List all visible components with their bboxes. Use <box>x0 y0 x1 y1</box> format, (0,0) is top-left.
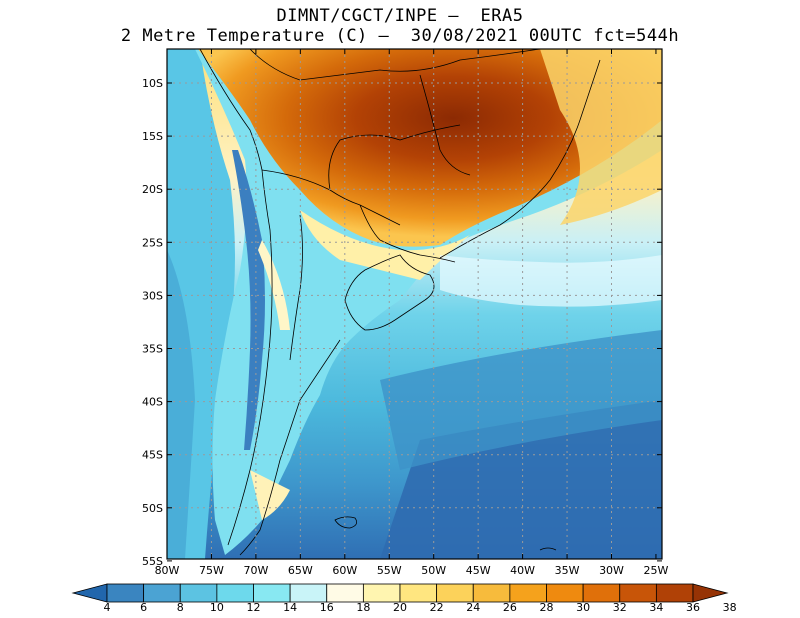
lat-label-30S: 30S <box>142 289 163 302</box>
warm-region <box>198 49 662 247</box>
colorbar-label-22: 22 <box>430 601 444 614</box>
colorbar-swatch <box>289 583 328 603</box>
colorbar-label-14: 14 <box>283 601 297 614</box>
colorbar-swatch <box>619 583 657 603</box>
lon-label-25W: 25W <box>644 564 669 577</box>
lon-label-55W: 55W <box>377 564 402 577</box>
colorbar-swatch <box>143 583 181 603</box>
colorbar-swatch <box>472 583 511 603</box>
colorbar-label-8: 8 <box>177 601 184 614</box>
colorbar-label-4: 4 <box>104 601 111 614</box>
colorbar-label-20: 20 <box>393 601 407 614</box>
lat-label-10S: 10S <box>142 77 163 90</box>
colorbar-label-30: 30 <box>576 601 590 614</box>
colorbar-label-36: 36 <box>686 601 700 614</box>
lon-label-80W: 80W <box>155 564 180 577</box>
andes-cold-band <box>232 150 265 450</box>
colorbar-label-10: 10 <box>210 601 224 614</box>
colorbar-swatch <box>582 583 621 603</box>
lon-label-45W: 45W <box>466 564 491 577</box>
lat-label-35S: 35S <box>142 343 163 356</box>
lon-label-50W: 50W <box>421 564 446 577</box>
map-frame <box>166 48 663 560</box>
map-field <box>167 49 662 559</box>
colorbar-label-26: 26 <box>503 601 517 614</box>
colorbar-arrow-high <box>692 583 729 603</box>
latitude-labels: 10S 15S 20S 25S 30S 35S 40S 45S 50S 55S <box>142 77 163 568</box>
lon-label-60W: 60W <box>332 564 357 577</box>
lat-label-45S: 45S <box>142 449 163 462</box>
colorbar-swatch <box>436 583 474 603</box>
colorbar-arrow-low <box>71 583 108 603</box>
lat-label-50S: 50S <box>142 502 163 515</box>
colorbar-label-6: 6 <box>140 601 147 614</box>
lon-label-70W: 70W <box>243 564 268 577</box>
lon-label-65W: 65W <box>288 564 313 577</box>
lon-label-35W: 35W <box>555 564 580 577</box>
lon-label-75W: 75W <box>199 564 224 577</box>
longitude-labels: 80W 75W 70W 65W 60W 55W 50W 45W 40W 35W 30W 25W <box>155 564 669 577</box>
colorbar-swatch <box>253 583 291 603</box>
map-title-line2: 2 Metre Temperature (C) – 30/08/2021 00U… <box>120 26 680 46</box>
colorbar-swatch <box>546 583 584 603</box>
lat-label-40S: 40S <box>142 396 163 409</box>
colorbar-swatch <box>655 583 694 603</box>
colorbar-swatch <box>509 583 547 603</box>
lat-label-55S: 55S <box>142 555 163 568</box>
colorbar: 4 6 8 10 12 14 16 18 20 22 24 26 28 30 32 34 36 38 <box>71 583 737 614</box>
colorbar-swatch <box>216 583 254 603</box>
colorbar-label-24: 24 <box>466 601 480 614</box>
colorbar-label-32: 32 <box>613 601 627 614</box>
colorbar-label-28: 28 <box>540 601 554 614</box>
colorbar-swatch <box>362 583 401 603</box>
colorbar-label-18: 18 <box>356 601 370 614</box>
colorbar-swatch <box>106 583 145 603</box>
lat-label-20S: 20S <box>142 183 163 196</box>
lat-label-25S: 25S <box>142 236 163 249</box>
colorbar-label-12: 12 <box>247 601 261 614</box>
map-gridlines <box>167 49 662 559</box>
colorbar-label-16: 16 <box>320 601 334 614</box>
lat-label-15S: 15S <box>142 130 163 143</box>
colorbar-label-38: 38 <box>723 601 737 614</box>
map-title-line1: DIMNT/CGCT/INPE – ERA5 <box>276 6 524 26</box>
country-borders <box>199 49 601 556</box>
colorbar-swatch <box>399 583 438 603</box>
colorbar-swatch <box>326 583 364 603</box>
colorbar-swatch <box>179 583 218 603</box>
colorbar-label-34: 34 <box>649 601 663 614</box>
lon-label-40W: 40W <box>510 564 535 577</box>
lon-label-30W: 30W <box>599 564 624 577</box>
